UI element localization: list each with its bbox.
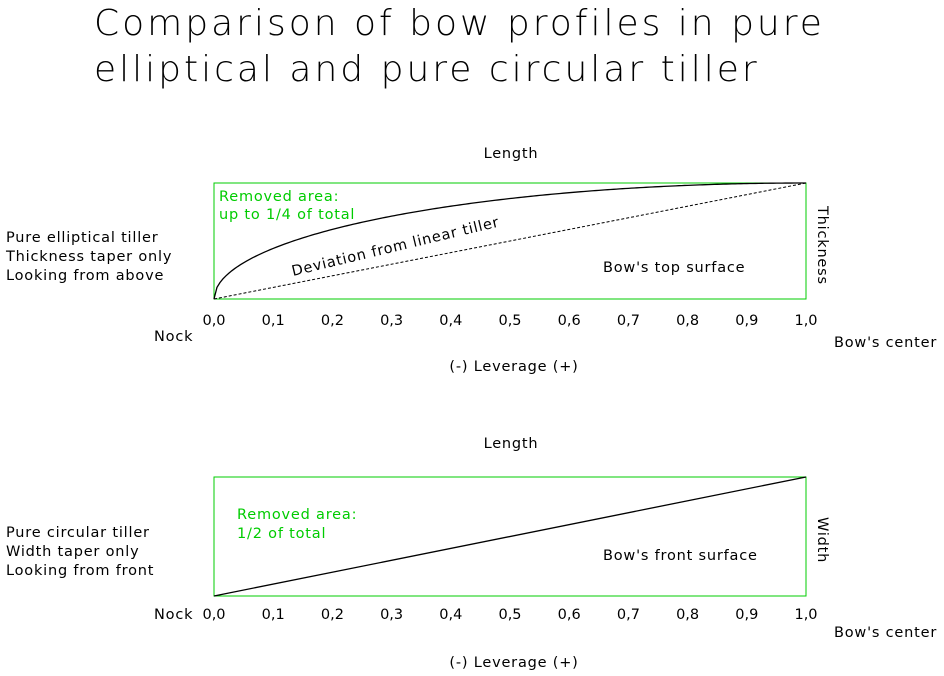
title-line-1: Comparison of bow profiles in pure bbox=[94, 3, 825, 44]
linear-tiller-line bbox=[213, 182, 807, 300]
bottom-length-label: Length bbox=[484, 436, 539, 452]
bottom-tick-label: 0,9 bbox=[735, 607, 758, 623]
top-tick-label: 0,9 bbox=[735, 313, 758, 329]
bottom-tick-label: 0,8 bbox=[676, 607, 699, 623]
top-description-line-1: Pure elliptical tiller bbox=[6, 230, 159, 246]
top-tick-label: 0,8 bbox=[676, 313, 699, 329]
top-surface-label: Bow's top surface bbox=[603, 260, 745, 276]
top-tick-label: 0,3 bbox=[380, 313, 403, 329]
circular-tiller-line bbox=[213, 476, 807, 597]
top-description-line-2: Thickness taper only bbox=[5, 249, 172, 265]
bottom-tick-label: 0,7 bbox=[617, 607, 640, 623]
top-tick-label: 0,6 bbox=[558, 313, 581, 329]
top-tick-label: 0,4 bbox=[439, 313, 462, 329]
bottom-panel: Length Removed area: 1/2 of total Bow's … bbox=[6, 436, 937, 671]
top-tick-label: 1,0 bbox=[794, 313, 817, 329]
deviation-label: Deviation from linear tiller bbox=[290, 215, 501, 280]
top-tick-label: 0,1 bbox=[262, 313, 285, 329]
top-tick-label: 0,0 bbox=[202, 313, 225, 329]
thickness-label: Thickness bbox=[814, 205, 830, 285]
bottom-tick-label: 0,0 bbox=[202, 607, 225, 623]
bottom-center-label: Bow's center bbox=[834, 625, 937, 641]
bottom-tick-label: 1,0 bbox=[794, 607, 817, 623]
bottom-description-line-2: Width taper only bbox=[6, 544, 139, 560]
bottom-description-line-1: Pure circular tiller bbox=[6, 525, 150, 541]
top-removed-area-line-2: up to 1/4 of total bbox=[219, 207, 355, 223]
title-line-2: elliptical and pure circular tiller bbox=[94, 49, 760, 90]
bottom-description-line-3: Looking from front bbox=[6, 563, 154, 579]
width-label: Width bbox=[814, 517, 830, 563]
top-panel-frame bbox=[213, 182, 807, 300]
bottom-surface-label: Bow's front surface bbox=[603, 548, 758, 564]
bottom-tick-label: 0,1 bbox=[262, 607, 285, 623]
top-description-line-3: Looking from above bbox=[6, 268, 164, 284]
bottom-tick-label: 0,4 bbox=[439, 607, 462, 623]
bottom-panel-frame bbox=[213, 476, 807, 597]
top-leverage-label: (-) Leverage (+) bbox=[449, 359, 578, 375]
bottom-tick-label: 0,3 bbox=[380, 607, 403, 623]
top-removed-area-line-1: Removed area: bbox=[219, 189, 339, 205]
bottom-tick-label: 0,2 bbox=[321, 607, 344, 623]
top-nock-label: Nock bbox=[154, 329, 193, 345]
bottom-leverage-label: (-) Leverage (+) bbox=[449, 655, 578, 671]
elliptical-tiller-curve bbox=[213, 182, 806, 300]
top-center-label: Bow's center bbox=[834, 335, 937, 351]
bottom-removed-area-line-2: 1/2 of total bbox=[237, 526, 326, 542]
top-tick-label: 0,2 bbox=[321, 313, 344, 329]
top-tick-label: 0,7 bbox=[617, 313, 640, 329]
bottom-x-ticks: 0,0 0,1 0,2 0,3 0,4 0,5 0,6 0,7 0,8 0,9 1,0 bbox=[202, 607, 817, 623]
top-x-ticks: 0,0 0,1 0,2 0,3 0,4 0,5 0,6 0,7 0,8 0,9 1,0 bbox=[202, 313, 817, 329]
bottom-removed-area-line-1: Removed area: bbox=[237, 507, 357, 523]
bottom-tick-label: 0,5 bbox=[498, 607, 521, 623]
top-tick-label: 0,5 bbox=[498, 313, 521, 329]
top-length-label: Length bbox=[484, 146, 539, 162]
bottom-tick-label: 0,6 bbox=[558, 607, 581, 623]
bottom-nock-label: Nock bbox=[154, 607, 193, 623]
top-panel: Length Removed area: up to 1/4 of total … bbox=[5, 146, 937, 375]
